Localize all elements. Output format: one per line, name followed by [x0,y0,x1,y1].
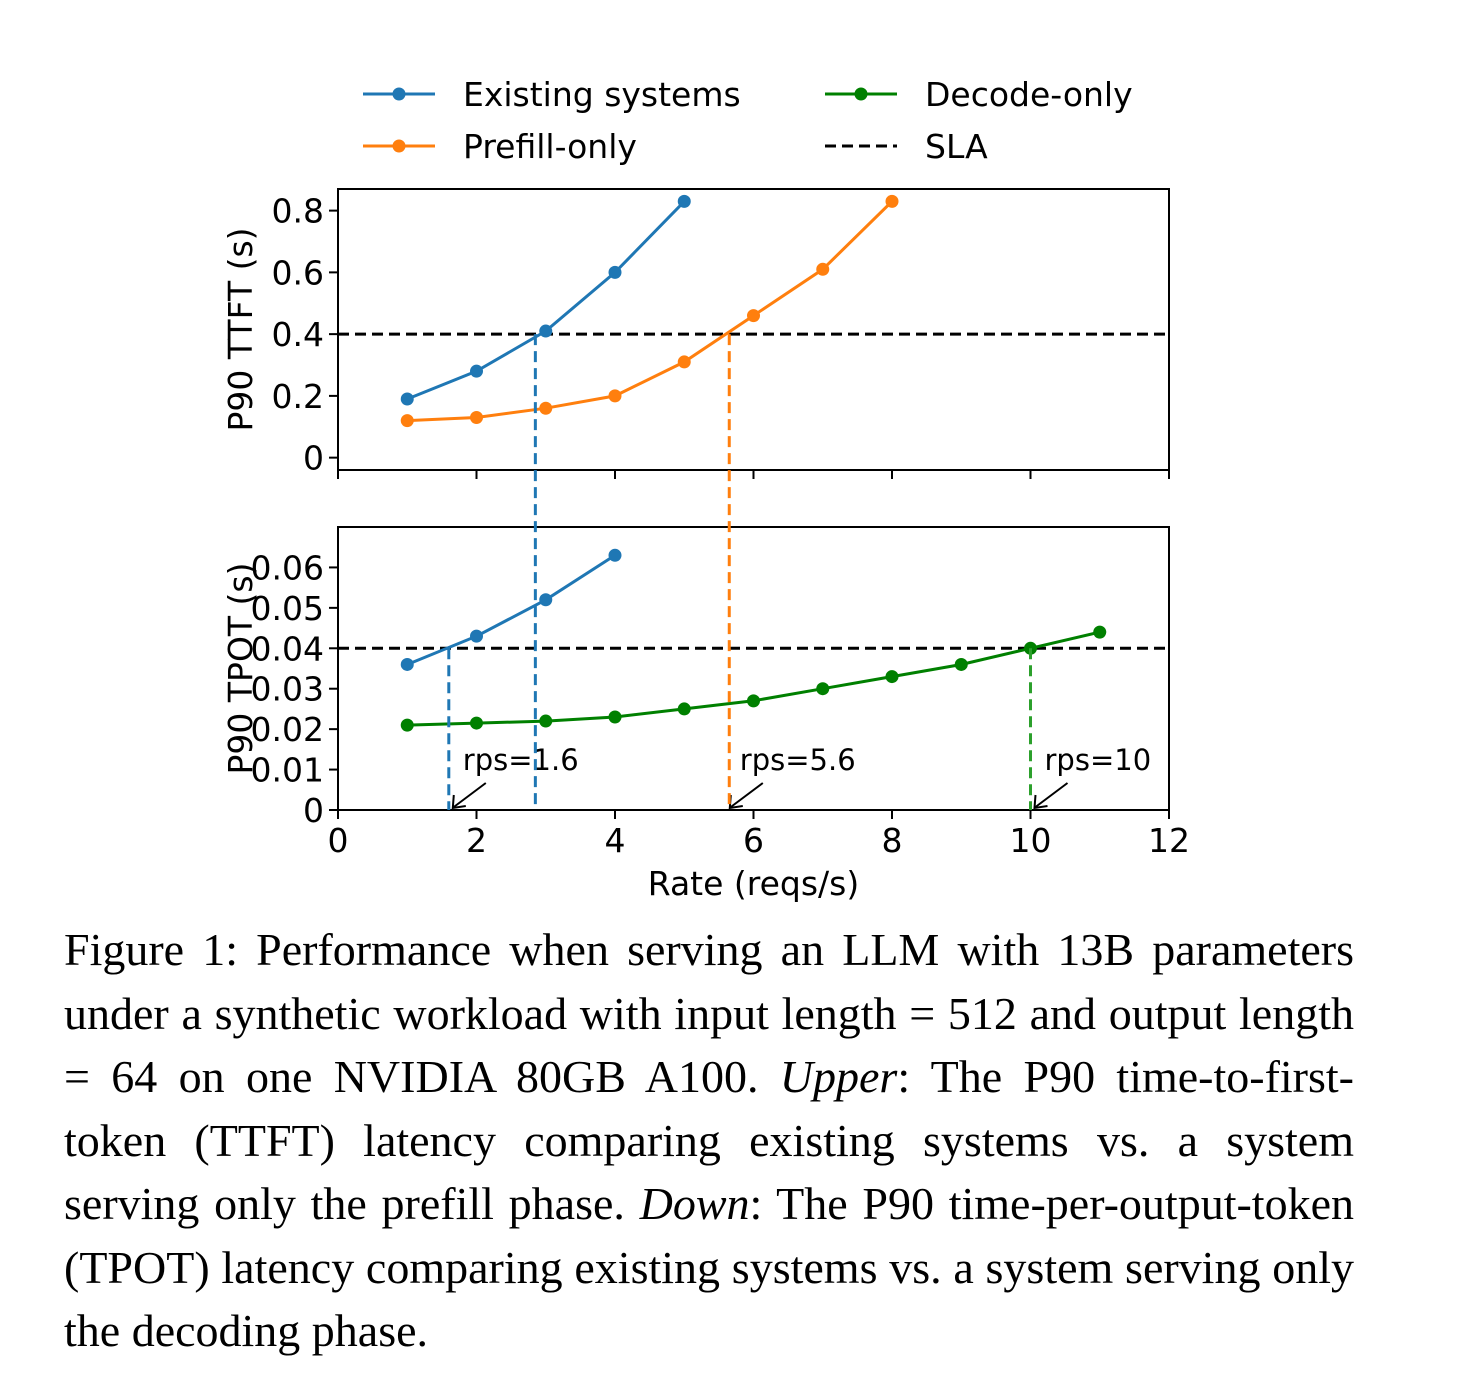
x-axis-label: Rate (reqs/s) [648,864,860,903]
tpot-point-decode-only [539,714,553,728]
ttft-series-line-existing-systems [406,200,686,401]
annotation-arrowhead [451,794,466,810]
ttft-ylabel: P90 TTFT (s) [221,227,260,431]
ttft-point-prefill-only [816,262,830,276]
legend-label-prefill-only: Prefill-only [463,127,637,166]
figure: Existing systems Prefill-only Decode-only S… [221,75,1190,903]
ttft-point-existing-systems [400,392,414,406]
annotation-arrow [730,782,764,808]
legend-label-existing-systems: Existing systems [463,75,741,114]
ttft-point-prefill-only [400,414,414,428]
annotation-arrow [1034,782,1069,808]
chart-svg: Existing systems Prefill-only Decode-only S… [221,75,1190,903]
tpot-xtick-label: 2 [466,821,487,860]
figure-caption: Figure 1: Performance when serving an LL… [64,918,1354,1363]
ttft-point-prefill-only [539,401,553,415]
annotation-arrow [453,782,487,808]
legend-marker-prefill-only [392,139,406,153]
tpot-ytick-label: 0.05 [251,589,324,628]
tpot-point-decode-only [677,702,691,716]
ttft-ytick-label: 0.8 [272,192,324,231]
tpot-ytick-label: 0.06 [251,548,324,587]
tpot-point-existing-systems [539,593,553,607]
tpot-point-decode-only [1093,625,1107,639]
ttft-ytick-label: 0.6 [272,253,324,292]
tpot-xtick-label: 8 [882,821,903,860]
tpot-series-line-existing-systems [406,554,616,666]
tpot-point-decode-only [954,657,968,671]
tpot-xtick-label: 10 [1010,821,1052,860]
ttft-point-existing-systems [539,324,553,338]
annotation-label: rps=10 [1045,743,1152,777]
tpot-ytick-label: 0.01 [251,751,324,790]
tpot-point-decode-only [747,694,760,708]
tpot-point-decode-only [400,718,414,732]
tpot-ytick-label: 0 [303,791,324,830]
tpot-ytick-label: 0.02 [251,710,324,749]
ttft-axes-frame [337,188,1170,471]
tpot-point-existing-systems [470,629,483,643]
tpot-point-decode-only [885,670,899,684]
annotation-label: rps=1.6 [463,743,579,777]
tpot-point-existing-systems [400,657,414,671]
ttft-series-line-prefill-only [407,200,894,423]
caption-upper-label: Upper [779,1051,898,1102]
tpot-axes-frame [337,526,1170,811]
ttft-point-prefill-only [885,194,899,208]
ttft-ytick-label: 0.2 [272,377,324,416]
tpot-ylabel: P90 TPOT (s) [221,562,260,774]
tpot-ytick-label: 0.03 [251,670,324,709]
tpot-point-existing-systems [608,548,622,562]
annotation-arrowhead [1033,794,1048,810]
ttft-point-prefill-only [470,411,483,425]
tpot-point-decode-only [816,682,830,696]
ttft-point-prefill-only [677,355,691,369]
ttft-point-prefill-only [608,389,622,403]
legend-marker-existing-systems [392,87,406,101]
caption-down-text: : The P90 time-per-output-token (TPOT) l… [64,1178,1354,1356]
caption-lead: Figure 1: Performance when serving an LL… [64,924,1354,1102]
legend-label-decode-only: Decode-only [925,75,1133,114]
ttft-ytick-label: 0.4 [272,315,324,354]
tpot-point-decode-only [470,716,483,730]
ttft-point-prefill-only [747,309,760,323]
tpot-xtick-label: 12 [1148,821,1190,860]
caption-upper-text: : The P90 time-to-first-token (TTFT) lat… [64,1051,1355,1229]
tpot-ytick-label: 0.04 [251,629,324,668]
caption-down-label: Down [639,1178,750,1229]
tpot-xtick-label: 0 [328,821,349,860]
ttft-point-existing-systems [677,194,691,208]
legend-label-sla: SLA [925,127,988,166]
tpot-xtick-label: 6 [743,821,764,860]
tpot-series-line-decode-only [407,630,1101,727]
tpot-point-decode-only [608,710,622,724]
annotation-label: rps=5.6 [740,743,856,777]
legend-marker-decode-only [854,87,868,101]
ttft-point-existing-systems [470,364,483,378]
ttft-point-existing-systems [608,265,622,279]
tpot-xtick-label: 4 [605,821,626,860]
ttft-ytick-label: 0 [303,439,324,478]
